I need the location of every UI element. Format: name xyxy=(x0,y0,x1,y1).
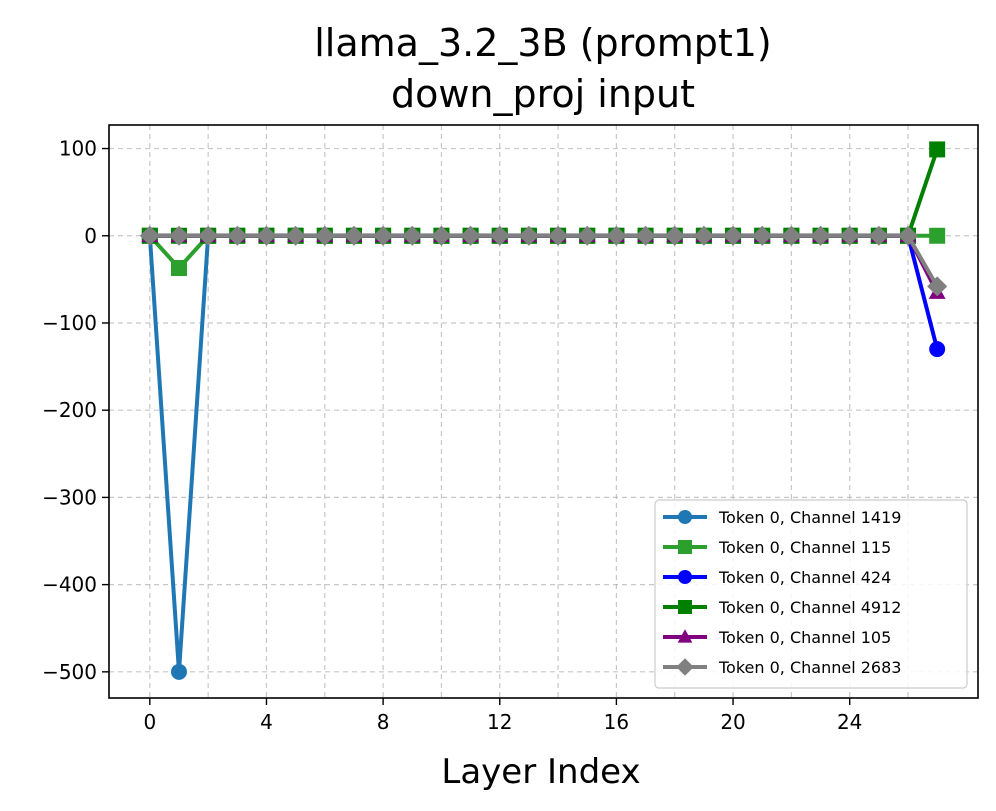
data-point xyxy=(781,225,802,246)
legend-entry: Token 0, Channel 4912 xyxy=(663,598,901,617)
data-point xyxy=(839,225,860,246)
x-tick-label: 4 xyxy=(260,710,273,734)
y-tick-label: −400 xyxy=(42,573,97,597)
data-point xyxy=(373,225,394,246)
data-point xyxy=(868,225,889,246)
series-line xyxy=(149,233,939,288)
y-tick-label: −200 xyxy=(42,398,97,422)
data-point xyxy=(664,225,685,246)
x-tick-label: 12 xyxy=(487,710,512,734)
x-tick-label: 0 xyxy=(143,710,156,734)
data-point xyxy=(929,227,946,244)
y-tick-label: −300 xyxy=(42,485,97,509)
data-point xyxy=(929,141,946,158)
data-point xyxy=(676,658,694,676)
legend: Token 0, Channel 1419 Token 0, Channel 11… xyxy=(654,499,968,689)
data-point xyxy=(678,570,692,584)
x-tick-label: 20 xyxy=(720,710,745,734)
data-point xyxy=(431,225,452,246)
data-point xyxy=(170,260,187,277)
legend-label: Token 0, Channel 105 xyxy=(718,628,891,647)
data-point xyxy=(577,225,598,246)
data-point xyxy=(198,225,219,246)
data-point xyxy=(678,510,692,524)
y-tick-label: −100 xyxy=(42,311,97,335)
data-point xyxy=(170,663,187,680)
legend-entry: Token 0, Channel 1419 xyxy=(663,508,901,527)
data-point xyxy=(693,225,714,246)
legend-entry: Token 0, Channel 2683 xyxy=(663,658,901,677)
x-tick-label: 24 xyxy=(837,710,862,734)
data-point xyxy=(314,225,335,246)
data-point xyxy=(168,225,189,246)
y-tick-label: 100 xyxy=(59,137,97,161)
x-tick-label: 8 xyxy=(377,710,390,734)
data-point xyxy=(677,629,693,643)
legend-label: Token 0, Channel 1419 xyxy=(718,508,901,527)
legend-label: Token 0, Channel 424 xyxy=(718,568,891,587)
chart-title-line2: down_proj input xyxy=(391,72,695,116)
series-6 xyxy=(139,225,948,297)
legend-box xyxy=(654,499,968,689)
data-point xyxy=(678,600,692,614)
x-tick-label: 16 xyxy=(604,710,629,734)
data-point xyxy=(489,225,510,246)
legend-label: Token 0, Channel 115 xyxy=(718,538,891,557)
data-point xyxy=(402,225,423,246)
data-series xyxy=(139,141,948,680)
legend-entry: Token 0, Channel 424 xyxy=(663,568,891,587)
data-point xyxy=(898,225,919,246)
x-axis-label: Layer Index xyxy=(441,752,640,792)
data-point xyxy=(927,276,948,297)
data-point xyxy=(460,225,481,246)
legend-entry: Token 0, Channel 105 xyxy=(663,628,891,647)
data-point xyxy=(723,225,744,246)
plot-area-frame xyxy=(108,124,979,699)
data-point xyxy=(606,225,627,246)
data-point xyxy=(343,225,364,246)
data-point xyxy=(678,540,692,554)
y-tick-label: −500 xyxy=(42,660,97,684)
data-point xyxy=(227,225,248,246)
data-point xyxy=(929,341,946,358)
legend-label: Token 0, Channel 4912 xyxy=(718,598,901,617)
axes: 0 4 8 12 16 20 24 100 0 −100 −200 −300 −400 −500 xyxy=(42,137,862,734)
legend-label: Token 0, Channel 2683 xyxy=(718,658,901,677)
data-point xyxy=(256,225,277,246)
data-point xyxy=(810,225,831,246)
data-point xyxy=(518,225,539,246)
legend-entry: Token 0, Channel 115 xyxy=(663,538,891,557)
chart-title-line1: llama_3.2_3B (prompt1) xyxy=(314,21,771,65)
data-point xyxy=(139,225,160,246)
data-point xyxy=(285,225,306,246)
data-point xyxy=(635,225,656,246)
data-point xyxy=(752,225,773,246)
data-point xyxy=(548,225,569,246)
y-tick-label: 0 xyxy=(84,224,97,248)
